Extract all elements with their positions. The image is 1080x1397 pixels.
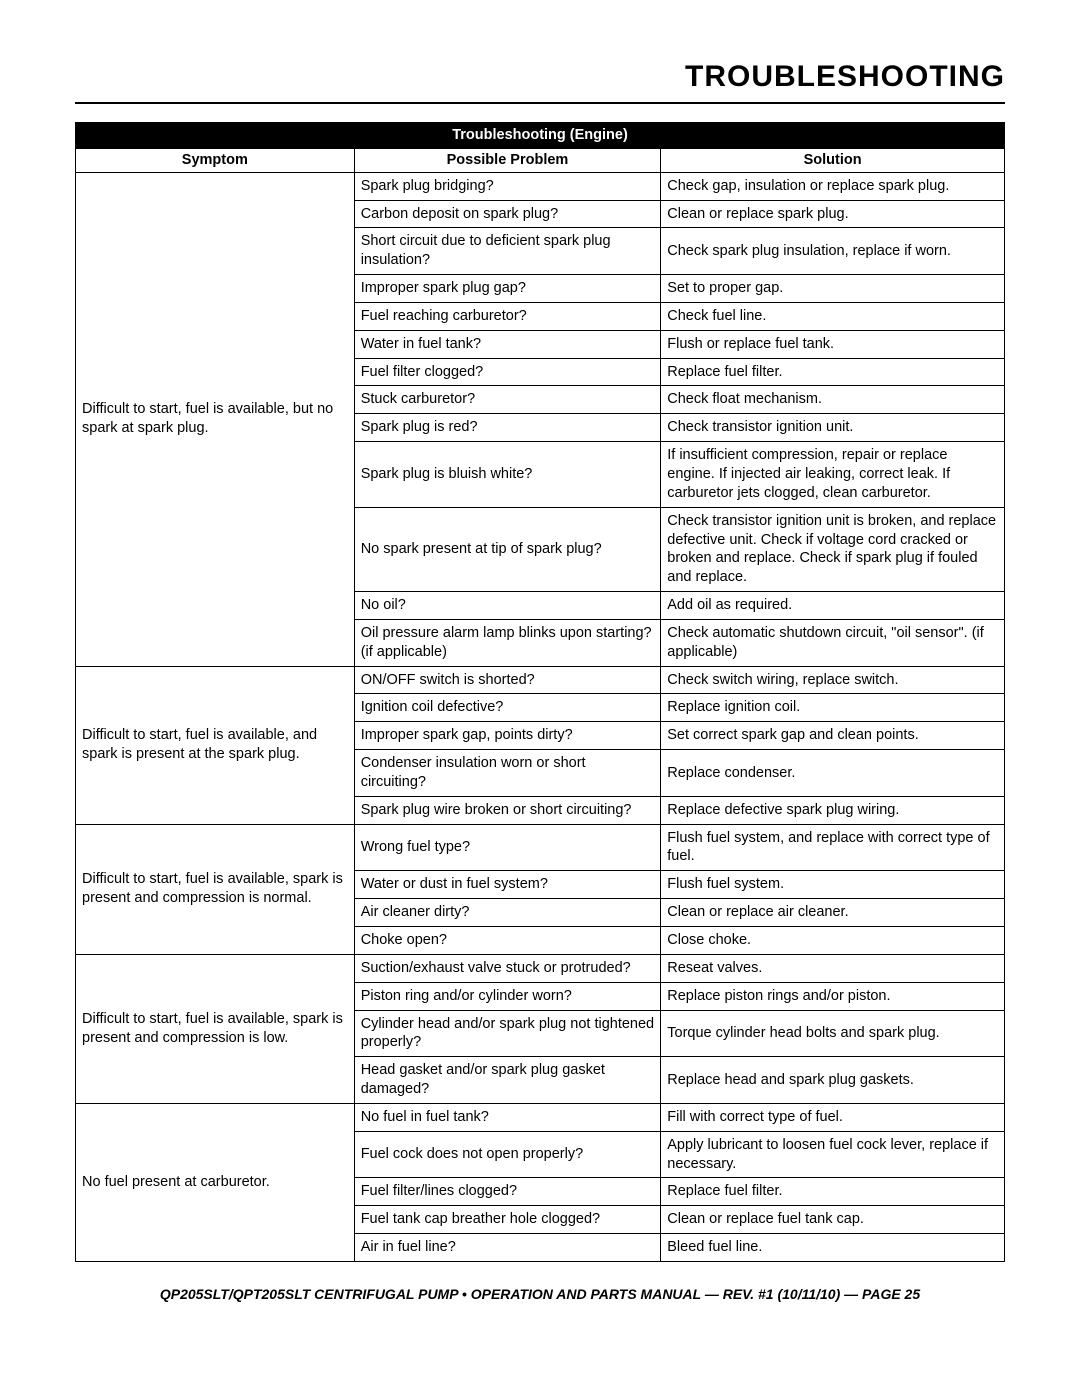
problem-cell: Carbon deposit on spark plug? (354, 200, 661, 228)
symptom-cell: Difficult to start, fuel is available, b… (76, 172, 355, 666)
table-row: Difficult to start, fuel is available, s… (76, 954, 1005, 982)
problem-cell: No spark present at tip of spark plug? (354, 507, 661, 591)
problem-cell: Head gasket and/or spark plug gasket dam… (354, 1057, 661, 1104)
solution-cell: Replace ignition coil. (661, 694, 1005, 722)
solution-cell: Fill with correct type of fuel. (661, 1103, 1005, 1131)
table-body: Difficult to start, fuel is available, b… (76, 172, 1005, 1261)
symptom-cell: Difficult to start, fuel is available, s… (76, 954, 355, 1103)
solution-cell: Check gap, insulation or replace spark p… (661, 172, 1005, 200)
problem-cell: ON/OFF switch is shorted? (354, 666, 661, 694)
solution-cell: Apply lubricant to loosen fuel cock leve… (661, 1131, 1005, 1178)
problem-cell: Fuel filter/lines clogged? (354, 1178, 661, 1206)
problem-cell: Improper spark gap, points dirty? (354, 722, 661, 750)
symptom-cell: Difficult to start, fuel is available, s… (76, 824, 355, 954)
solution-cell: Replace condenser. (661, 750, 1005, 797)
solution-cell: Bleed fuel line. (661, 1234, 1005, 1262)
problem-cell: Fuel tank cap breather hole clogged? (354, 1206, 661, 1234)
solution-cell: Set to proper gap. (661, 275, 1005, 303)
problem-cell: No fuel in fuel tank? (354, 1103, 661, 1131)
solution-cell: Flush or replace fuel tank. (661, 330, 1005, 358)
problem-cell: Fuel filter clogged? (354, 358, 661, 386)
problem-cell: Improper spark plug gap? (354, 275, 661, 303)
solution-cell: Check transistor ignition unit. (661, 414, 1005, 442)
problem-cell: No oil? (354, 592, 661, 620)
problem-cell: Stuck carburetor? (354, 386, 661, 414)
table-row: Difficult to start, fuel is available, b… (76, 172, 1005, 200)
solution-cell: Check automatic shutdown circuit, "oil s… (661, 619, 1005, 666)
problem-cell: Choke open? (354, 927, 661, 955)
table-title: Troubleshooting (Engine) (76, 123, 1005, 149)
problem-cell: Fuel reaching carburetor? (354, 302, 661, 330)
solution-cell: Check float mechanism. (661, 386, 1005, 414)
solution-cell: Check fuel line. (661, 302, 1005, 330)
solution-cell: Clean or replace air cleaner. (661, 899, 1005, 927)
table-row: Difficult to start, fuel is available, a… (76, 666, 1005, 694)
problem-cell: Air cleaner dirty? (354, 899, 661, 927)
page-title: TROUBLESHOOTING (75, 60, 1005, 94)
problem-cell: Oil pressure alarm lamp blinks upon star… (354, 619, 661, 666)
symptom-cell: No fuel present at carburetor. (76, 1103, 355, 1261)
problem-cell: Short circuit due to deficient spark plu… (354, 228, 661, 275)
solution-cell: Close choke. (661, 927, 1005, 955)
solution-cell: Torque cylinder head bolts and spark plu… (661, 1010, 1005, 1057)
page: TROUBLESHOOTING Troubleshooting (Engine)… (0, 0, 1080, 1332)
solution-cell: Check switch wiring, replace switch. (661, 666, 1005, 694)
problem-cell: Spark plug bridging? (354, 172, 661, 200)
symptom-cell: Difficult to start, fuel is available, a… (76, 666, 355, 824)
solution-cell: Replace defective spark plug wiring. (661, 796, 1005, 824)
col-symptom: Symptom (76, 148, 355, 172)
table-header-row: Symptom Possible Problem Solution (76, 148, 1005, 172)
problem-cell: Water in fuel tank? (354, 330, 661, 358)
problem-cell: Water or dust in fuel system? (354, 871, 661, 899)
problem-cell: Spark plug is red? (354, 414, 661, 442)
problem-cell: Spark plug wire broken or short circuiti… (354, 796, 661, 824)
page-footer: QP205SLT/QPT205SLT CENTRIFUGAL PUMP • OP… (75, 1286, 1005, 1302)
solution-cell: Reseat valves. (661, 954, 1005, 982)
problem-cell: Suction/exhaust valve stuck or protruded… (354, 954, 661, 982)
solution-cell: Set correct spark gap and clean points. (661, 722, 1005, 750)
table-title-row: Troubleshooting (Engine) (76, 123, 1005, 149)
problem-cell: Wrong fuel type? (354, 824, 661, 871)
troubleshooting-table: Troubleshooting (Engine) Symptom Possibl… (75, 122, 1005, 1262)
problem-cell: Air in fuel line? (354, 1234, 661, 1262)
solution-cell: If insufficient compression, repair or r… (661, 442, 1005, 508)
solution-cell: Add oil as required. (661, 592, 1005, 620)
problem-cell: Ignition coil defective? (354, 694, 661, 722)
col-solution: Solution (661, 148, 1005, 172)
solution-cell: Clean or replace spark plug. (661, 200, 1005, 228)
problem-cell: Fuel cock does not open properly? (354, 1131, 661, 1178)
solution-cell: Replace piston rings and/or piston. (661, 982, 1005, 1010)
problem-cell: Cylinder head and/or spark plug not tigh… (354, 1010, 661, 1057)
problem-cell: Spark plug is bluish white? (354, 442, 661, 508)
solution-cell: Check transistor ignition unit is broken… (661, 507, 1005, 591)
solution-cell: Flush fuel system, and replace with corr… (661, 824, 1005, 871)
solution-cell: Replace fuel filter. (661, 358, 1005, 386)
solution-cell: Check spark plug insulation, replace if … (661, 228, 1005, 275)
problem-cell: Piston ring and/or cylinder worn? (354, 982, 661, 1010)
solution-cell: Replace head and spark plug gaskets. (661, 1057, 1005, 1104)
title-rule (75, 102, 1005, 104)
solution-cell: Replace fuel filter. (661, 1178, 1005, 1206)
table-row: No fuel present at carburetor.No fuel in… (76, 1103, 1005, 1131)
col-problem: Possible Problem (354, 148, 661, 172)
solution-cell: Flush fuel system. (661, 871, 1005, 899)
problem-cell: Condenser insulation worn or short circu… (354, 750, 661, 797)
table-row: Difficult to start, fuel is available, s… (76, 824, 1005, 871)
solution-cell: Clean or replace fuel tank cap. (661, 1206, 1005, 1234)
